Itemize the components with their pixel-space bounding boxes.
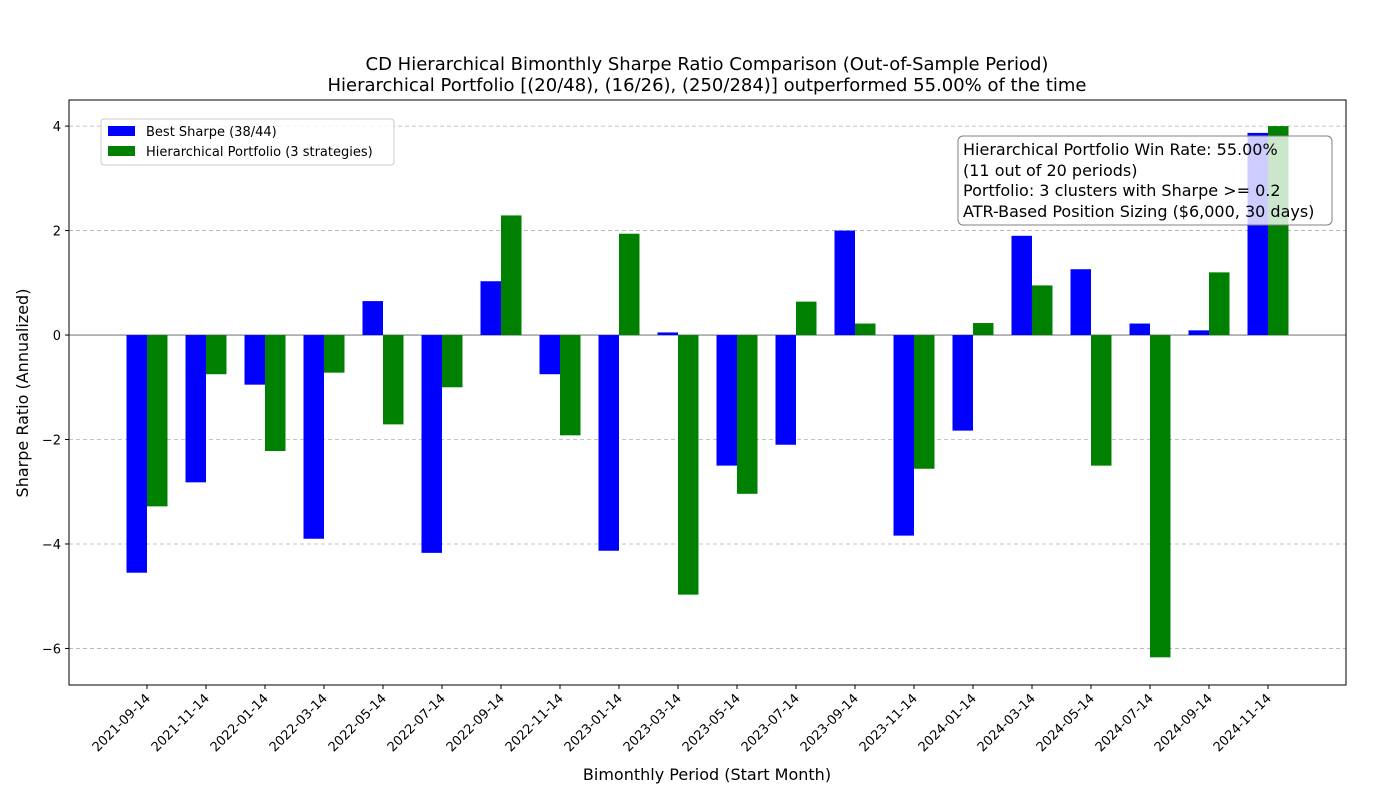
bar-best-sharpe bbox=[775, 335, 796, 445]
y-tick-label: −2 bbox=[42, 434, 61, 449]
bar-best-sharpe bbox=[303, 335, 324, 539]
bar-best-sharpe bbox=[1070, 269, 1091, 336]
y-tick-label: 4 bbox=[53, 120, 61, 135]
x-tick-label: 2024-09-14 bbox=[1152, 691, 1216, 755]
bar-best-sharpe bbox=[480, 281, 501, 336]
bars bbox=[126, 126, 1289, 658]
bar-best-sharpe bbox=[657, 332, 678, 336]
x-tick-label: 2024-01-14 bbox=[916, 691, 980, 755]
legend-label-hierarchical: Hierarchical Portfolio (3 strategies) bbox=[146, 145, 373, 160]
x-tick-label: 2022-01-14 bbox=[208, 691, 272, 755]
bar-hierarchical-portfolio bbox=[1209, 272, 1230, 336]
chart-title: CD Hierarchical Bimonthly Sharpe Ratio C… bbox=[366, 54, 1049, 75]
bar-hierarchical-portfolio bbox=[560, 335, 581, 436]
chart-subtitle: Hierarchical Portfolio [(20/48), (16/26)… bbox=[327, 75, 1086, 96]
bar-hierarchical-portfolio bbox=[914, 335, 935, 469]
x-tick-label: 2023-03-14 bbox=[621, 691, 685, 755]
bar-best-sharpe bbox=[362, 301, 383, 336]
bar-best-sharpe bbox=[1188, 330, 1209, 336]
y-tick-label: −4 bbox=[42, 538, 61, 553]
bar-best-sharpe bbox=[834, 230, 855, 336]
x-tick-label: 2024-07-14 bbox=[1093, 691, 1157, 755]
x-axis-label: Bimonthly Period (Start Month) bbox=[583, 765, 831, 784]
bar-hierarchical-portfolio bbox=[206, 335, 227, 375]
bar-hierarchical-portfolio bbox=[737, 335, 758, 494]
x-tick-label: 2022-07-14 bbox=[385, 691, 449, 755]
y-tick-label: 2 bbox=[53, 225, 61, 240]
y-tick-label: 0 bbox=[53, 329, 61, 344]
bar-hierarchical-portfolio bbox=[855, 323, 876, 336]
y-axis-label: Sharpe Ratio (Annualized) bbox=[13, 289, 32, 498]
x-tick-label: 2022-03-14 bbox=[267, 691, 331, 755]
bar-hierarchical-portfolio bbox=[796, 301, 817, 336]
bar-hierarchical-portfolio bbox=[501, 215, 522, 336]
bar-best-sharpe bbox=[1011, 235, 1032, 336]
y-tick-label: −6 bbox=[42, 642, 61, 657]
bar-hierarchical-portfolio bbox=[324, 335, 345, 373]
x-tick-label: 2024-05-14 bbox=[1034, 691, 1098, 755]
annotation-line-4: ATR-Based Position Sizing ($6,000, 30 da… bbox=[963, 202, 1314, 221]
legend-label-best-sharpe: Best Sharpe (38/44) bbox=[146, 125, 277, 140]
x-tick-label: 2022-11-14 bbox=[503, 691, 567, 755]
bar-hierarchical-portfolio bbox=[1032, 285, 1053, 336]
bar-best-sharpe bbox=[1129, 323, 1150, 336]
bar-best-sharpe bbox=[893, 335, 914, 536]
bar-hierarchical-portfolio bbox=[678, 335, 699, 595]
plot-area-frame bbox=[68, 99, 1347, 686]
annotation-line-2: (11 out of 20 periods) bbox=[963, 161, 1137, 180]
bar-best-sharpe bbox=[185, 335, 206, 483]
bar-hierarchical-portfolio bbox=[973, 323, 994, 336]
bar-best-sharpe bbox=[952, 335, 973, 431]
x-tick-label: 2024-11-14 bbox=[1211, 691, 1275, 755]
annotation-frame bbox=[957, 135, 1333, 226]
bar-best-sharpe bbox=[421, 335, 442, 553]
bar-best-sharpe bbox=[716, 335, 737, 466]
x-axis-ticks: 2021-09-142021-11-142022-01-142022-03-14… bbox=[90, 685, 1275, 755]
legend-frame bbox=[100, 118, 395, 166]
x-tick-label: 2023-11-14 bbox=[857, 691, 921, 755]
bar-hierarchical-portfolio bbox=[265, 335, 286, 451]
legend-swatch-hierarchical bbox=[108, 146, 135, 156]
legend: Best Sharpe (38/44) Hierarchical Portfol… bbox=[100, 118, 395, 166]
bar-hierarchical-portfolio bbox=[1150, 335, 1171, 658]
bar-hierarchical-portfolio bbox=[619, 233, 640, 336]
legend-swatch-best-sharpe bbox=[108, 126, 135, 136]
x-tick-label: 2022-05-14 bbox=[326, 691, 390, 755]
x-tick-label: 2023-05-14 bbox=[680, 691, 744, 755]
x-tick-label: 2023-09-14 bbox=[798, 691, 862, 755]
x-tick-label: 2023-07-14 bbox=[739, 691, 803, 755]
bar-best-sharpe bbox=[598, 335, 619, 551]
x-tick-label: 2024-03-14 bbox=[975, 691, 1039, 755]
bar-best-sharpe bbox=[244, 335, 265, 385]
x-tick-label: 2021-11-14 bbox=[149, 691, 213, 755]
bar-hierarchical-portfolio bbox=[383, 335, 404, 425]
x-tick-label: 2022-09-14 bbox=[444, 691, 508, 755]
bar-hierarchical-portfolio bbox=[147, 335, 168, 507]
y-axis-ticks: 4 2 0 −2 −4 −6 bbox=[42, 120, 69, 657]
x-tick-label: 2021-09-14 bbox=[90, 691, 154, 755]
annotation-box: Hierarchical Portfolio Win Rate: 55.00% … bbox=[957, 135, 1333, 226]
annotation-line-1: Hierarchical Portfolio Win Rate: 55.00% bbox=[963, 140, 1278, 159]
bar-best-sharpe bbox=[539, 335, 560, 375]
bar-hierarchical-portfolio bbox=[1091, 335, 1112, 466]
bar-hierarchical-portfolio bbox=[442, 335, 463, 388]
bar-best-sharpe bbox=[126, 335, 147, 573]
annotation-line-3: Portfolio: 3 clusters with Sharpe >= 0.2 bbox=[963, 181, 1281, 200]
x-tick-label: 2023-01-14 bbox=[562, 691, 626, 755]
